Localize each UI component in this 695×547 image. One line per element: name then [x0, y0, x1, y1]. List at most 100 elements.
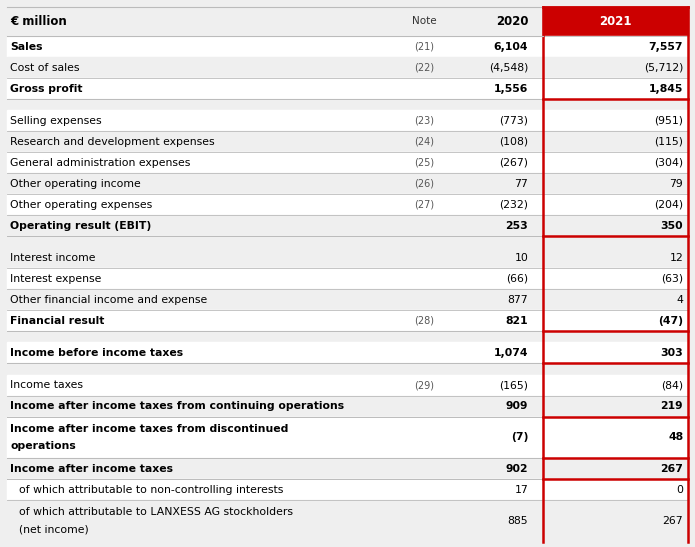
Bar — [543, 57, 688, 78]
Text: (24): (24) — [414, 137, 434, 147]
Text: 6,104: 6,104 — [493, 42, 528, 51]
Bar — [7, 7, 543, 36]
Bar — [7, 342, 543, 363]
Bar — [543, 110, 688, 131]
Text: 0: 0 — [676, 485, 683, 494]
Bar — [543, 173, 688, 194]
Bar — [543, 99, 688, 110]
Text: 17: 17 — [514, 485, 528, 494]
Text: Other operating income: Other operating income — [10, 179, 141, 189]
Text: 2021: 2021 — [600, 15, 632, 28]
Bar — [7, 194, 543, 216]
Bar — [7, 36, 543, 57]
Text: 1,845: 1,845 — [649, 84, 683, 94]
Bar — [543, 331, 688, 342]
Bar — [7, 363, 543, 375]
Text: (773): (773) — [499, 116, 528, 126]
Bar — [7, 458, 543, 479]
Bar — [7, 236, 543, 247]
Bar — [7, 57, 543, 78]
Bar — [543, 78, 688, 99]
Text: Cost of sales: Cost of sales — [10, 62, 80, 73]
Text: Income taxes: Income taxes — [10, 380, 83, 390]
Text: 821: 821 — [505, 316, 528, 326]
Text: Note: Note — [411, 16, 436, 26]
Bar — [543, 479, 688, 500]
Text: operations: operations — [10, 441, 76, 451]
Bar — [543, 289, 688, 310]
Bar — [543, 152, 688, 173]
Text: (108): (108) — [499, 137, 528, 147]
Text: 12: 12 — [669, 253, 683, 263]
Text: 7,557: 7,557 — [648, 42, 683, 51]
Bar — [543, 36, 688, 57]
Bar — [543, 375, 688, 395]
Text: (951): (951) — [654, 116, 683, 126]
Text: 2020: 2020 — [496, 15, 528, 28]
Text: (28): (28) — [414, 316, 434, 326]
Bar — [543, 310, 688, 331]
Text: Income after income taxes from continuing operations: Income after income taxes from continuin… — [10, 401, 345, 411]
Text: Research and development expenses: Research and development expenses — [10, 137, 215, 147]
Bar — [7, 247, 543, 269]
Bar — [543, 395, 688, 417]
Bar — [7, 78, 543, 99]
Text: (165): (165) — [499, 380, 528, 390]
Text: 219: 219 — [660, 401, 683, 411]
Text: 350: 350 — [660, 221, 683, 231]
Text: General administration expenses: General administration expenses — [10, 158, 191, 168]
Bar — [543, 216, 688, 236]
Bar — [7, 152, 543, 173]
Text: 267: 267 — [662, 516, 683, 526]
Text: Interest expense: Interest expense — [10, 274, 101, 284]
Text: (304): (304) — [654, 158, 683, 168]
Text: Income after income taxes from discontinued: Income after income taxes from discontin… — [10, 423, 289, 434]
Text: 1,074: 1,074 — [493, 348, 528, 358]
Text: 79: 79 — [669, 179, 683, 189]
Bar — [7, 479, 543, 500]
Text: 885: 885 — [507, 516, 528, 526]
Text: (47): (47) — [658, 316, 683, 326]
Text: 10: 10 — [514, 253, 528, 263]
Text: Other financial income and expense: Other financial income and expense — [10, 295, 208, 305]
Text: (29): (29) — [414, 380, 434, 390]
Bar — [7, 289, 543, 310]
Bar — [543, 417, 688, 458]
Text: (66): (66) — [506, 274, 528, 284]
Text: (25): (25) — [414, 158, 434, 168]
Bar — [7, 99, 543, 110]
Text: (26): (26) — [414, 179, 434, 189]
Text: (net income): (net income) — [19, 524, 89, 534]
Text: (4,548): (4,548) — [489, 62, 528, 73]
Text: 909: 909 — [506, 401, 528, 411]
Text: Income after income taxes: Income after income taxes — [10, 463, 174, 474]
Text: Financial result: Financial result — [10, 316, 105, 326]
Bar — [7, 395, 543, 417]
Bar — [543, 269, 688, 289]
Text: Sales: Sales — [10, 42, 43, 51]
Text: Gross profit: Gross profit — [10, 84, 83, 94]
Bar — [543, 500, 688, 542]
Bar — [543, 131, 688, 152]
Text: Selling expenses: Selling expenses — [10, 116, 102, 126]
Text: (23): (23) — [414, 116, 434, 126]
Text: of which attributable to LANXESS AG stockholders: of which attributable to LANXESS AG stoc… — [19, 507, 293, 517]
Text: (115): (115) — [654, 137, 683, 147]
Text: (7): (7) — [511, 432, 528, 443]
Text: (267): (267) — [499, 158, 528, 168]
Text: 77: 77 — [514, 179, 528, 189]
Text: Interest income: Interest income — [10, 253, 96, 263]
Bar — [7, 500, 543, 542]
Text: 877: 877 — [507, 295, 528, 305]
Bar — [7, 110, 543, 131]
Bar — [7, 310, 543, 331]
Text: of which attributable to non-controlling interests: of which attributable to non-controlling… — [19, 485, 284, 494]
Text: 303: 303 — [660, 348, 683, 358]
Bar — [7, 269, 543, 289]
Bar — [7, 216, 543, 236]
Text: (27): (27) — [414, 200, 434, 210]
Bar — [7, 331, 543, 342]
Bar — [543, 458, 688, 479]
Text: Income before income taxes: Income before income taxes — [10, 348, 183, 358]
Bar — [7, 417, 543, 458]
